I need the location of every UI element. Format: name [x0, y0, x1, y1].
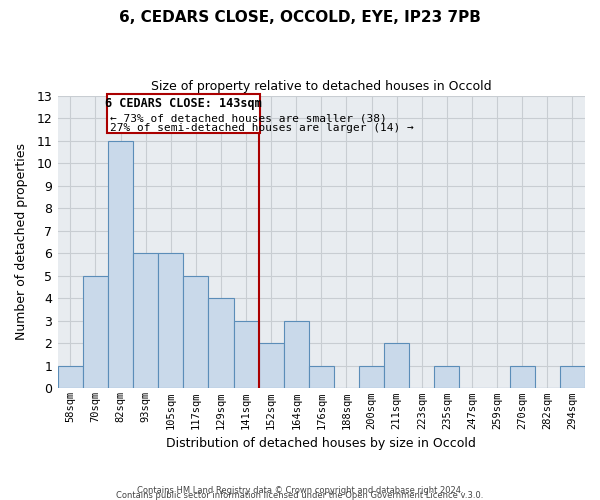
Bar — [108, 140, 133, 388]
Bar — [259, 344, 284, 388]
Bar — [434, 366, 460, 388]
Bar — [384, 344, 409, 388]
Bar — [133, 253, 158, 388]
Title: Size of property relative to detached houses in Occold: Size of property relative to detached ho… — [151, 80, 491, 93]
Bar — [233, 321, 259, 388]
Bar — [83, 276, 108, 388]
Bar — [284, 321, 309, 388]
Text: 6, CEDARS CLOSE, OCCOLD, EYE, IP23 7PB: 6, CEDARS CLOSE, OCCOLD, EYE, IP23 7PB — [119, 10, 481, 25]
Bar — [560, 366, 585, 388]
Text: ← 73% of detached houses are smaller (38): ← 73% of detached houses are smaller (38… — [110, 113, 387, 123]
Bar — [208, 298, 233, 388]
Bar — [183, 276, 208, 388]
Text: 6 CEDARS CLOSE: 143sqm: 6 CEDARS CLOSE: 143sqm — [105, 97, 262, 110]
Y-axis label: Number of detached properties: Number of detached properties — [15, 144, 28, 340]
Text: 27% of semi-detached houses are larger (14) →: 27% of semi-detached houses are larger (… — [110, 123, 414, 133]
Bar — [58, 366, 83, 388]
Bar — [509, 366, 535, 388]
Bar — [309, 366, 334, 388]
FancyBboxPatch shape — [107, 94, 260, 132]
X-axis label: Distribution of detached houses by size in Occold: Distribution of detached houses by size … — [166, 437, 476, 450]
Bar — [158, 253, 183, 388]
Text: Contains public sector information licensed under the Open Government Licence v.: Contains public sector information licen… — [116, 491, 484, 500]
Text: Contains HM Land Registry data © Crown copyright and database right 2024.: Contains HM Land Registry data © Crown c… — [137, 486, 463, 495]
Bar — [359, 366, 384, 388]
